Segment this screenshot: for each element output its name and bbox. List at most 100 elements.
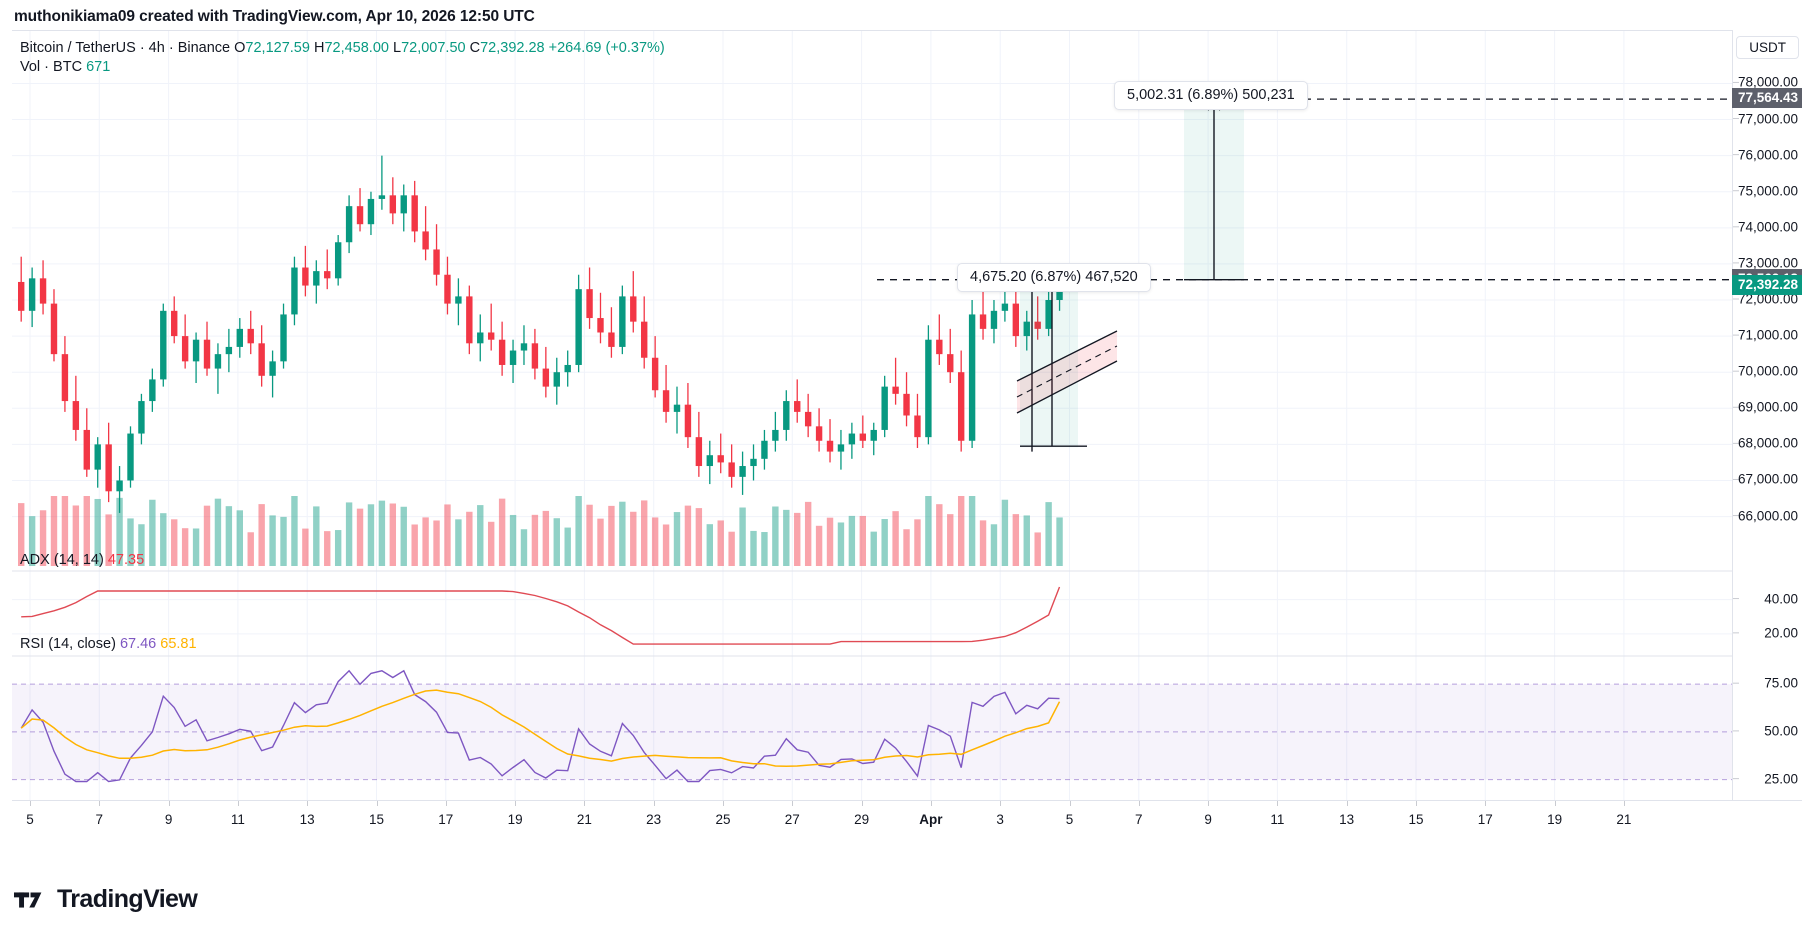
time-tick — [1000, 801, 1002, 806]
adx-legend[interactable]: ADX (14, 14) 47.35 — [20, 552, 144, 568]
time-tick — [1485, 801, 1487, 806]
time-axis[interactable]: 5 7 9 11 13 15 17 19 21 23 25 27 29 Apr 3 5 7 9 11 13 15 17 19… — [12, 800, 1802, 834]
time-tick — [1554, 801, 1556, 806]
time-label-3: 3 — [996, 812, 1004, 827]
adx-value: 47.35 — [107, 552, 145, 568]
time-label-11: 11 — [230, 812, 245, 827]
time-tick — [445, 801, 447, 806]
adx-line — [21, 586, 1061, 645]
volume-value: 671 — [86, 59, 111, 75]
price-label-7800000: 78,000.00 — [1737, 74, 1798, 90]
drawings — [877, 98, 1732, 452]
open-value: 72,127.59 — [245, 40, 310, 56]
time-tick — [307, 801, 309, 806]
time-label-5: 5 — [1065, 812, 1074, 827]
time-tick — [99, 801, 101, 806]
price-axis-ticks — [1733, 81, 1739, 780]
change-value: +264.69 (+0.37%) — [548, 40, 665, 56]
close-label: C — [469, 40, 481, 56]
low-value: 72,007.50 — [401, 40, 466, 56]
rsi-label-25: 25.00 — [1764, 771, 1798, 787]
price-label-7600000: 76,000.00 — [1737, 147, 1798, 163]
symbol-legend[interactable]: Bitcoin / TetherUS · 4h · Binance O72,12… — [20, 40, 665, 56]
price-label-7300000: 73,000.00 — [1737, 255, 1798, 271]
price-label-6600000: 66,000.00 — [1737, 508, 1798, 524]
time-label-21: 21 — [576, 812, 592, 827]
time-label-27: 27 — [784, 812, 800, 827]
time-label-23: 23 — [646, 812, 662, 827]
time-tick — [584, 801, 586, 806]
time-tick — [1069, 801, 1071, 806]
time-label-29: 29 — [854, 812, 870, 827]
price-label-7100000: 71,000.00 — [1737, 327, 1798, 343]
time-label-11: 11 — [1270, 812, 1285, 827]
high-label: H — [313, 40, 325, 56]
price-label-6800000: 68,000.00 — [1737, 435, 1798, 451]
time-tick — [723, 801, 724, 806]
chart-frame: Bitcoin / TetherUS · 4h · Binance O72,12… — [12, 30, 1802, 800]
rsi-label: RSI (14, close) — [20, 636, 116, 652]
time-tick — [1416, 801, 1417, 806]
time-tick — [168, 801, 170, 806]
rsi-value: 67.46 — [119, 636, 157, 652]
rsi-line — [20, 669, 1060, 783]
tradingview-footer[interactable]: TradingView — [14, 885, 198, 914]
chart-canvas — [12, 31, 1732, 800]
time-label-9: 9 — [1204, 812, 1212, 827]
time-label-7: 7 — [1135, 812, 1143, 827]
high-value: 72,458.00 — [324, 40, 389, 56]
open-label: O — [234, 40, 246, 56]
time-label-13: 13 — [1339, 812, 1355, 827]
attribution-text: muthonikiama09 created with TradingView.… — [14, 8, 535, 25]
time-label-15: 15 — [368, 812, 385, 827]
time-tick — [861, 801, 863, 806]
adx-label-20: 20.00 — [1764, 625, 1798, 641]
time-tick — [930, 801, 932, 806]
adx-label: ADX (14, 14) — [20, 552, 104, 568]
time-label-17: 17 — [438, 812, 454, 827]
volume-bars — [18, 496, 1063, 566]
time-tick — [237, 801, 239, 806]
time-label-15: 15 — [1408, 812, 1424, 827]
time-label-17: 17 — [1477, 812, 1493, 827]
volume-legend[interactable]: Vol · BTC 671 — [20, 59, 110, 75]
time-label-21: 21 — [1616, 812, 1632, 827]
price-label-7200000: 72,000.00 — [1737, 291, 1798, 307]
currency-badge[interactable]: USDT — [1736, 36, 1799, 59]
measurement-tooltip-upper[interactable]: 5,002.31 (6.89%) 500,231 — [1114, 81, 1308, 110]
candlestick-series — [18, 155, 1063, 513]
volume-label: Vol · BTC — [20, 59, 83, 75]
rsi-label-75: 75.00 — [1764, 675, 1798, 691]
rsi-label-50: 50.00 — [1764, 723, 1798, 739]
time-tick — [1208, 801, 1210, 806]
close-value: 72,392.28 — [480, 40, 545, 56]
time-label-5: 5 — [26, 812, 34, 827]
price-badge-level-0[interactable]: 77,564.43 — [1732, 88, 1802, 109]
time-label-25: 25 — [715, 812, 731, 827]
time-label-13: 13 — [299, 812, 315, 827]
time-label-7: 7 — [95, 812, 104, 827]
measurement-tooltip-flag[interactable]: 4,675.20 (6.87%) 467,520 — [957, 263, 1151, 292]
projection-box-flag — [1020, 279, 1078, 448]
price-label-7700000: 77,000.00 — [1737, 111, 1798, 127]
tradingview-brand-text: TradingView — [57, 885, 198, 913]
price-label-6900000: 69,000.00 — [1737, 399, 1798, 415]
price-label-7400000: 74,000.00 — [1737, 219, 1798, 235]
time-tick — [376, 801, 378, 806]
price-axis[interactable]: USDT 78,000.00 77,000.00 76,000.00 75,000.0… — [1732, 30, 1802, 800]
time-tick — [653, 801, 655, 806]
chart-plot-area[interactable]: Bitcoin / TetherUS · 4h · Binance O72,12… — [12, 30, 1732, 800]
time-label-apr: Apr — [919, 812, 943, 827]
time-label-19: 19 — [1547, 812, 1563, 827]
time-tick — [1138, 801, 1140, 806]
time-tick — [1623, 801, 1625, 806]
price-label-7500000: 75,000.00 — [1737, 183, 1798, 199]
tradingview-logo-icon — [14, 891, 42, 908]
rsi-legend[interactable]: RSI (14, close) 67.46 65.81 — [20, 636, 197, 652]
price-badge-last-price[interactable]: 72,392.28 — [1732, 274, 1802, 295]
adx-label-40: 40.00 — [1764, 591, 1798, 607]
price-label-6700000: 67,000.00 — [1737, 471, 1798, 487]
low-label: L — [392, 40, 402, 56]
time-tick — [515, 801, 517, 806]
